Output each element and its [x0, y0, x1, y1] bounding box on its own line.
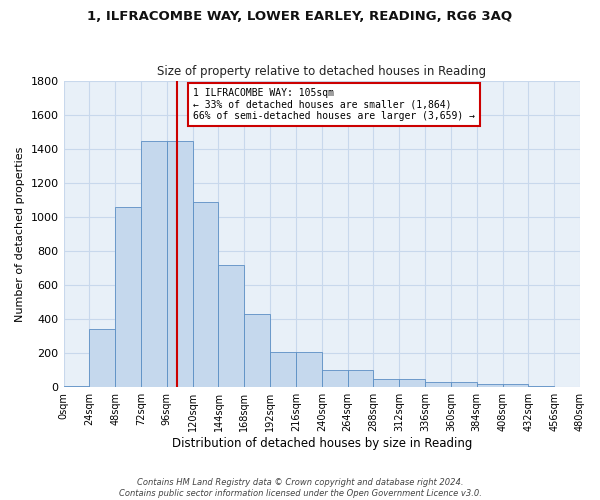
Bar: [373, 379, 399, 388]
Bar: [141, 140, 167, 388]
Bar: [270, 352, 296, 388]
Bar: [425, 382, 451, 388]
Bar: [451, 382, 477, 388]
Bar: [64, 386, 89, 388]
Bar: [296, 352, 322, 388]
Bar: [218, 265, 244, 388]
Bar: [115, 207, 141, 388]
Bar: [322, 370, 347, 388]
Bar: [167, 140, 193, 388]
Bar: [529, 386, 554, 388]
Text: Contains HM Land Registry data © Crown copyright and database right 2024.
Contai: Contains HM Land Registry data © Crown c…: [119, 478, 481, 498]
Bar: [503, 384, 529, 388]
Text: 1, ILFRACOMBE WAY, LOWER EARLEY, READING, RG6 3AQ: 1, ILFRACOMBE WAY, LOWER EARLEY, READING…: [88, 10, 512, 23]
Bar: [347, 370, 373, 388]
X-axis label: Distribution of detached houses by size in Reading: Distribution of detached houses by size …: [172, 437, 472, 450]
Bar: [477, 384, 503, 388]
Text: 1 ILFRACOMBE WAY: 105sqm
← 33% of detached houses are smaller (1,864)
66% of sem: 1 ILFRACOMBE WAY: 105sqm ← 33% of detach…: [193, 88, 475, 121]
Bar: [193, 202, 218, 388]
Bar: [244, 314, 270, 388]
Y-axis label: Number of detached properties: Number of detached properties: [15, 146, 25, 322]
Bar: [399, 379, 425, 388]
Title: Size of property relative to detached houses in Reading: Size of property relative to detached ho…: [157, 66, 487, 78]
Bar: [89, 330, 115, 388]
